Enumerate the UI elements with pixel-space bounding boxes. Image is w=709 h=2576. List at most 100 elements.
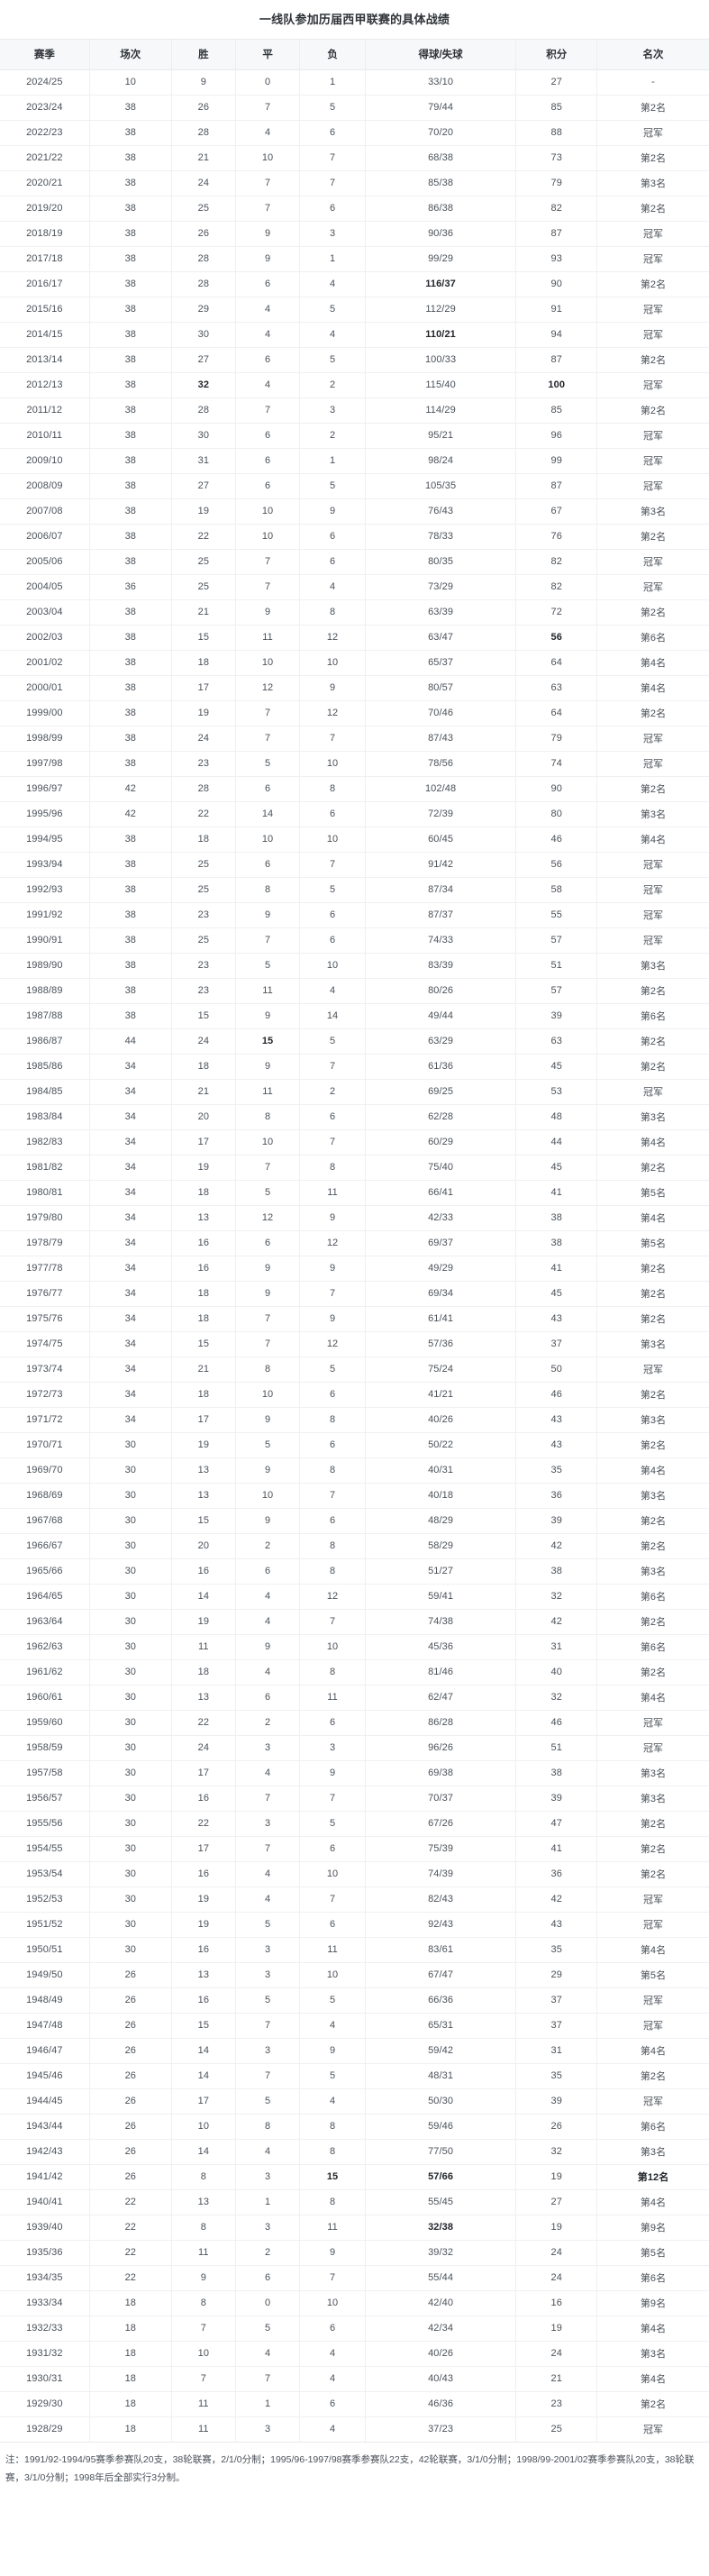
- cell-season: 1930/31: [0, 2366, 90, 2392]
- cell-goals: 66/41: [365, 1180, 517, 1206]
- cell-points: 24: [515, 2265, 598, 2291]
- cell-rank: 冠军: [596, 574, 709, 600]
- cell-goals: 76/43: [365, 498, 517, 525]
- cell-rank: 第4名: [596, 2366, 709, 2392]
- cell-season: 1993/94: [0, 852, 90, 878]
- table-row: 1935/36 22 11 2 9 39/32 24 第5名: [0, 2240, 709, 2266]
- cell-loss: 6: [299, 549, 366, 575]
- cell-draw: 2: [235, 1710, 301, 1736]
- table-row: 1974/75 34 15 7 12 57/36 37 第3名: [0, 1331, 709, 1357]
- cell-rank: 第5名: [596, 1962, 709, 1988]
- cell-goals: 40/26: [365, 1407, 517, 1433]
- cell-rank: 冠军: [596, 221, 709, 247]
- table-row: 1999/00 38 19 7 12 70/46 64 第2名: [0, 700, 709, 726]
- cell-played: 22: [89, 2189, 172, 2215]
- cell-season: 1995/96: [0, 801, 90, 827]
- cell-loss: 2: [299, 372, 366, 398]
- cell-points: 45: [515, 1281, 598, 1307]
- cell-goals: 91/42: [365, 852, 517, 878]
- cell-season: 1948/49: [0, 1987, 90, 2014]
- cell-points: 57: [515, 978, 598, 1004]
- table-row: 1947/48 26 15 7 4 65/31 37 冠军: [0, 2013, 709, 2039]
- cell-points: 43: [515, 1912, 598, 1938]
- cell-played: 38: [89, 650, 172, 676]
- cell-played: 38: [89, 347, 172, 373]
- cell-loss: 7: [299, 852, 366, 878]
- cell-draw: 3: [235, 2038, 301, 2064]
- cell-rank: 第6名: [596, 625, 709, 651]
- cell-draw: 12: [235, 1205, 301, 1231]
- cell-loss: 8: [299, 1155, 366, 1181]
- cell-played: 26: [89, 1962, 172, 1988]
- cell-goals: 70/37: [365, 1786, 517, 1812]
- cell-win: 16: [171, 1256, 236, 1282]
- cell-season: 2006/07: [0, 524, 90, 550]
- table-row: 2017/18 38 28 9 1 99/29 93 冠军: [0, 246, 709, 272]
- cell-points: 72: [515, 599, 598, 626]
- cell-goals: 58/29: [365, 1533, 517, 1559]
- table-row: 2004/05 36 25 7 4 73/29 82 冠军: [0, 574, 709, 600]
- cell-points: 90: [515, 776, 598, 802]
- cell-draw: 7: [235, 1836, 301, 1862]
- cell-season: 2013/14: [0, 347, 90, 373]
- cell-rank: 冠军: [596, 1079, 709, 1105]
- cell-loss: 6: [299, 1104, 366, 1130]
- cell-season: 1992/93: [0, 877, 90, 903]
- cell-draw: 4: [235, 1609, 301, 1635]
- cell-points: 56: [515, 852, 598, 878]
- cell-season: 1942/43: [0, 2139, 90, 2165]
- cell-rank: 冠军: [596, 2013, 709, 2039]
- cell-loss: 5: [299, 1357, 366, 1383]
- cell-draw: 5: [235, 2316, 301, 2342]
- cell-rank: 第2名: [596, 1028, 709, 1055]
- cell-draw: 11: [235, 625, 301, 651]
- cell-season: 2004/05: [0, 574, 90, 600]
- cell-win: 16: [171, 1937, 236, 1963]
- cell-goals: 37/23: [365, 2416, 517, 2443]
- cell-played: 38: [89, 675, 172, 701]
- cell-goals: 57/36: [365, 1331, 517, 1357]
- cell-points: 51: [515, 1735, 598, 1761]
- cell-draw: 10: [235, 1129, 301, 1156]
- cell-loss: 5: [299, 2063, 366, 2089]
- cell-points: 36: [515, 1483, 598, 1509]
- cell-points: 23: [515, 2391, 598, 2417]
- cell-rank: 第2名: [596, 700, 709, 726]
- cell-played: 38: [89, 221, 172, 247]
- cell-points: 64: [515, 700, 598, 726]
- cell-win: 19: [171, 1155, 236, 1181]
- cell-goals: 42/33: [365, 1205, 517, 1231]
- cell-points: 48: [515, 1104, 598, 1130]
- cell-points: 87: [515, 221, 598, 247]
- cell-draw: 4: [235, 1886, 301, 1913]
- cell-season: 1988/89: [0, 978, 90, 1004]
- cell-played: 38: [89, 170, 172, 196]
- cell-points: 90: [515, 271, 598, 297]
- cell-draw: 3: [235, 1937, 301, 1963]
- cell-rank: 第2名: [596, 1281, 709, 1307]
- cell-points: 19: [515, 2316, 598, 2342]
- cell-goals: 62/28: [365, 1104, 517, 1130]
- cell-win: 30: [171, 322, 236, 348]
- cell-draw: 4: [235, 297, 301, 323]
- cell-goals: 60/45: [365, 827, 517, 853]
- cell-draw: 7: [235, 2366, 301, 2392]
- cell-season: 2010/11: [0, 423, 90, 449]
- cell-played: 26: [89, 2088, 172, 2115]
- table-row: 2016/17 38 28 6 4 116/37 90 第2名: [0, 271, 709, 297]
- cell-points: 85: [515, 397, 598, 424]
- cell-loss: 1: [299, 69, 366, 96]
- cell-rank: 第3名: [596, 1760, 709, 1786]
- cell-win: 18: [171, 1382, 236, 1408]
- cell-points: 29: [515, 1962, 598, 1988]
- cell-loss: 6: [299, 1836, 366, 1862]
- cell-win: 19: [171, 498, 236, 525]
- cell-rank: 第2名: [596, 1256, 709, 1282]
- cell-loss: 12: [299, 1230, 366, 1256]
- cell-points: 82: [515, 574, 598, 600]
- table-body: 2024/25 10 9 0 1 33/10 27-2023/24 38 26 7 5 79/44 85…: [0, 69, 709, 2443]
- cell-season: 1977/78: [0, 1256, 90, 1282]
- cell-points: 63: [515, 1028, 598, 1055]
- cell-win: 28: [171, 776, 236, 802]
- cell-win: 15: [171, 625, 236, 651]
